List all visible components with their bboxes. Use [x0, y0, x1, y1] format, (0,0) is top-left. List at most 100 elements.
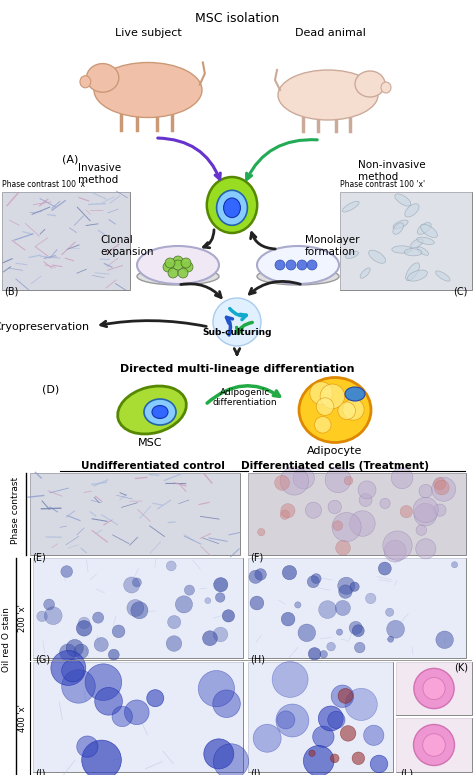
Circle shape	[280, 510, 290, 519]
Circle shape	[309, 750, 315, 756]
Circle shape	[335, 601, 350, 615]
Circle shape	[328, 500, 341, 514]
Bar	[30, 473, 240, 555]
Circle shape	[198, 670, 235, 707]
Ellipse shape	[417, 247, 428, 255]
Circle shape	[62, 670, 95, 703]
Ellipse shape	[345, 387, 365, 401]
Circle shape	[320, 650, 328, 658]
Circle shape	[213, 690, 240, 718]
Circle shape	[76, 621, 92, 636]
Circle shape	[272, 661, 308, 698]
Bar	[396, 662, 472, 715]
Bar	[340, 192, 472, 290]
Ellipse shape	[207, 177, 257, 233]
Circle shape	[204, 739, 234, 769]
Bar	[396, 662, 472, 715]
Ellipse shape	[217, 191, 247, 226]
Bar	[396, 718, 472, 772]
Circle shape	[62, 660, 84, 682]
Circle shape	[283, 566, 297, 580]
Circle shape	[352, 625, 364, 637]
Text: Phase contrast 100 'x': Phase contrast 100 'x'	[340, 180, 425, 189]
Circle shape	[358, 481, 376, 499]
Circle shape	[77, 736, 98, 757]
Ellipse shape	[381, 82, 391, 93]
Text: Phase contrast 100 'x': Phase contrast 100 'x'	[2, 180, 87, 189]
Circle shape	[380, 498, 390, 508]
Circle shape	[168, 268, 178, 278]
Circle shape	[298, 624, 316, 642]
Circle shape	[132, 578, 141, 587]
Circle shape	[320, 384, 345, 408]
Circle shape	[400, 505, 412, 518]
Circle shape	[205, 598, 211, 604]
Text: Adipogenic
differentiation: Adipogenic differentiation	[213, 388, 277, 408]
Bar	[248, 558, 466, 658]
Text: (G): (G)	[35, 655, 50, 665]
Circle shape	[173, 260, 183, 270]
Circle shape	[423, 734, 445, 756]
Ellipse shape	[257, 246, 339, 284]
Circle shape	[166, 636, 182, 651]
Circle shape	[202, 631, 218, 646]
Text: Phase contrast: Phase contrast	[11, 477, 20, 543]
Bar	[248, 473, 466, 555]
Ellipse shape	[80, 76, 91, 88]
Circle shape	[337, 629, 343, 636]
Circle shape	[416, 539, 436, 559]
Ellipse shape	[405, 204, 419, 217]
Circle shape	[305, 502, 321, 518]
Circle shape	[413, 725, 455, 766]
Circle shape	[61, 566, 73, 577]
Ellipse shape	[342, 202, 359, 212]
Ellipse shape	[118, 386, 186, 434]
Circle shape	[451, 562, 458, 568]
Text: Adipocyte: Adipocyte	[307, 446, 363, 456]
Ellipse shape	[355, 71, 385, 97]
Circle shape	[293, 467, 314, 489]
Text: Monolayer
formation: Monolayer formation	[305, 235, 359, 257]
Circle shape	[173, 256, 183, 266]
Circle shape	[344, 477, 353, 485]
Circle shape	[436, 631, 454, 649]
Circle shape	[331, 685, 354, 708]
Text: MSC: MSC	[138, 438, 162, 448]
Ellipse shape	[417, 237, 434, 244]
Ellipse shape	[417, 222, 431, 234]
Bar	[30, 473, 240, 555]
Circle shape	[343, 399, 364, 420]
Circle shape	[328, 711, 345, 728]
Circle shape	[51, 650, 86, 685]
Text: Live subject: Live subject	[115, 28, 182, 38]
Circle shape	[124, 577, 140, 593]
Ellipse shape	[406, 263, 419, 281]
Circle shape	[391, 467, 413, 489]
Circle shape	[280, 467, 309, 495]
Circle shape	[307, 260, 317, 270]
Bar	[33, 662, 243, 772]
Ellipse shape	[393, 220, 408, 229]
Text: (K): (K)	[454, 662, 468, 672]
Circle shape	[82, 740, 121, 775]
Bar	[248, 473, 466, 555]
Text: (L): (L)	[400, 769, 413, 775]
Circle shape	[249, 570, 262, 584]
Circle shape	[370, 755, 388, 773]
Circle shape	[74, 644, 89, 659]
Ellipse shape	[299, 377, 371, 443]
Circle shape	[297, 260, 307, 270]
Circle shape	[184, 585, 194, 595]
Text: (H): (H)	[250, 655, 265, 665]
Ellipse shape	[257, 268, 339, 285]
Text: Clonal
expansion: Clonal expansion	[100, 235, 154, 257]
Bar	[33, 558, 243, 658]
Bar	[33, 662, 243, 772]
Circle shape	[316, 398, 334, 415]
Circle shape	[85, 664, 122, 701]
Circle shape	[338, 577, 355, 594]
Circle shape	[350, 511, 375, 536]
Text: 400 'x': 400 'x'	[18, 704, 27, 732]
Circle shape	[325, 467, 351, 493]
Circle shape	[275, 260, 285, 270]
